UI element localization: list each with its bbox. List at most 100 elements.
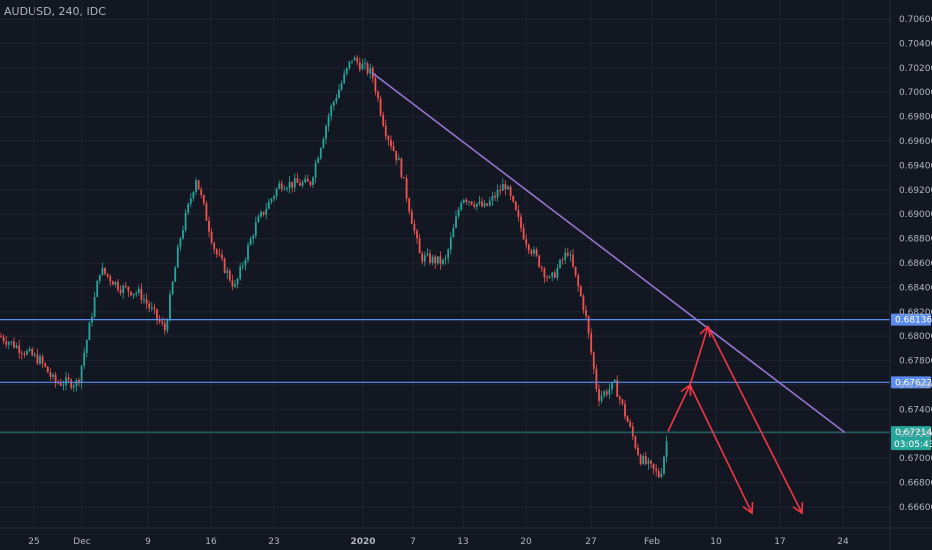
candle-body — [416, 230, 418, 239]
candle-body — [104, 267, 106, 274]
candle-body — [540, 266, 543, 269]
candles — [0, 54, 668, 479]
date-tick-label: Feb — [644, 537, 660, 547]
candle-body — [561, 259, 564, 261]
candle-body — [447, 249, 450, 259]
date-tick-label: 7 — [410, 537, 416, 547]
projection-arrow-down-1[interactable] — [689, 384, 753, 514]
candle-body — [124, 285, 127, 287]
projection-arrow-up-1[interactable] — [667, 384, 691, 432]
candle-body — [652, 463, 655, 469]
candle-body — [509, 186, 512, 196]
candle-body — [148, 303, 151, 308]
candle-body — [332, 101, 335, 106]
candle-body — [150, 307, 153, 309]
candle-body — [366, 63, 369, 74]
candle-body — [504, 184, 507, 190]
candle-body — [408, 198, 411, 212]
candle-body — [343, 73, 346, 83]
candle-body — [585, 310, 587, 317]
candle-body — [527, 244, 530, 251]
candle-body — [78, 379, 80, 384]
candle-body — [26, 350, 28, 355]
horizontal-levels[interactable]: 0.68136 0.67622 0.67214 03:05:43 — [0, 313, 932, 451]
candle-body — [535, 249, 538, 256]
candle-body — [319, 148, 322, 159]
candle-body — [403, 177, 405, 179]
candle-body — [629, 422, 632, 427]
date-tick-label: 2020 — [350, 537, 375, 547]
candle-body — [241, 265, 244, 267]
candle-body — [462, 199, 465, 203]
candle-body — [67, 377, 70, 380]
candle-body — [660, 473, 663, 478]
candle-body — [314, 162, 317, 178]
candle-body — [283, 189, 286, 191]
candle-body — [280, 183, 283, 190]
candle-body — [299, 182, 301, 186]
trendline[interactable] — [371, 72, 846, 434]
candle-body — [543, 268, 546, 278]
candle-body — [340, 82, 343, 90]
candle-body — [556, 267, 559, 278]
drawings[interactable] — [371, 72, 846, 515]
candle-body — [478, 201, 481, 204]
candle-body — [98, 274, 101, 281]
candle-body — [449, 237, 452, 250]
time-axis[interactable]: 25 Dec 9 16 23 2020 7 13 20 27 Feb 10 17 24 — [0, 527, 932, 547]
candle-body — [312, 177, 314, 186]
candle-body — [572, 254, 574, 267]
candle-body — [166, 320, 169, 331]
candle-body — [655, 468, 658, 472]
candle-body — [397, 158, 400, 161]
candle-body — [205, 203, 208, 221]
candle-body — [650, 460, 652, 464]
candle-body — [400, 158, 403, 178]
candle-body — [325, 126, 327, 139]
candle-body — [288, 181, 291, 189]
candle-body — [252, 235, 255, 239]
candle-body — [514, 201, 517, 211]
candle-body — [351, 60, 353, 62]
candle-body — [57, 382, 60, 384]
candle-body — [470, 201, 473, 205]
current-price-label: 0.67214 — [895, 428, 932, 438]
date-tick-label: 9 — [145, 537, 151, 547]
candle-body — [270, 198, 273, 202]
candle-body — [275, 188, 278, 197]
candle-body — [184, 212, 187, 231]
candle-body — [387, 136, 390, 140]
candle-body — [127, 286, 130, 292]
candle-body — [517, 210, 520, 217]
candle-body — [361, 64, 364, 70]
candle-body — [663, 456, 665, 474]
candle-body — [665, 441, 668, 457]
projection-arrow-down-2[interactable] — [707, 326, 803, 514]
date-tick-label: 20 — [520, 537, 532, 547]
candle-body — [52, 374, 54, 377]
arrowhead-down-2[interactable] — [792, 502, 804, 515]
candle-body — [83, 352, 86, 366]
candle-body — [174, 267, 177, 282]
candle-body — [499, 189, 502, 191]
symbol-legend[interactable]: AUDUSD, 240, IDC — [4, 5, 106, 18]
candle-body — [28, 348, 31, 351]
arrowhead-down-1[interactable] — [742, 502, 754, 515]
candle-body — [553, 272, 556, 278]
candle-body — [262, 211, 265, 215]
candle-body — [13, 341, 15, 348]
projection-arrow-up-2[interactable] — [689, 326, 709, 386]
date-tick-label: Dec — [73, 537, 90, 547]
candle-body — [345, 67, 348, 74]
current-price-tag — [891, 426, 931, 451]
candle-body — [169, 294, 171, 321]
candle-body — [192, 192, 195, 199]
date-tick-label: 17 — [774, 537, 785, 547]
